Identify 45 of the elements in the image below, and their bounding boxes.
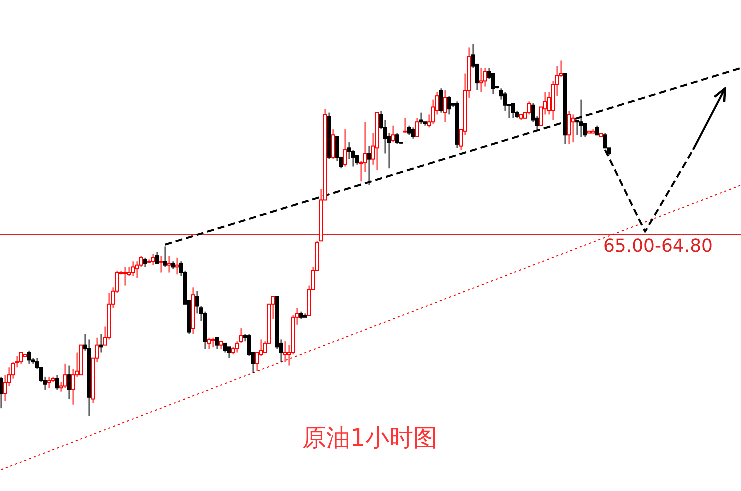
candlestick	[283, 341, 288, 363]
candlestick	[227, 346, 232, 359]
candlestick	[331, 129, 336, 160]
candlestick	[99, 334, 104, 354]
candlestick	[0, 376, 4, 410]
candlestick	[175, 257, 180, 276]
candlestick	[391, 125, 396, 144]
candlestick	[367, 146, 372, 186]
candlestick	[411, 127, 416, 140]
candlestick	[131, 261, 136, 277]
candlestick	[19, 352, 24, 364]
candlestick	[503, 92, 508, 112]
candlestick	[215, 337, 220, 350]
candlestick	[415, 118, 420, 138]
candlestick	[55, 374, 60, 390]
candlestick	[571, 114, 576, 144]
candlestick	[407, 125, 412, 136]
candlestick	[395, 132, 400, 145]
candlestick	[439, 88, 444, 114]
candlestick	[27, 350, 32, 364]
candlestick	[211, 337, 216, 348]
candlestick	[223, 342, 228, 354]
candlestick	[403, 118, 408, 134]
candlestick	[159, 256, 164, 274]
candlestick	[343, 129, 348, 168]
candlestick	[67, 365, 72, 400]
candlestick	[419, 112, 424, 124]
candlestick	[123, 266, 128, 286]
candlestick	[579, 99, 584, 138]
candlestick	[63, 363, 68, 389]
text: 原油1小时图	[302, 424, 438, 452]
candlestick	[595, 125, 600, 136]
candlestick	[527, 101, 532, 116]
candlestick	[151, 254, 156, 266]
candlestick	[511, 103, 516, 119]
candlestick	[143, 257, 148, 268]
candlestick	[47, 376, 52, 389]
candlestick	[447, 96, 452, 116]
candlestick	[155, 252, 160, 264]
candlestick	[207, 337, 212, 350]
candlestick	[479, 68, 484, 93]
annotation: 65.00-64.80	[603, 236, 713, 257]
candlestick	[167, 256, 172, 274]
candlestick	[567, 110, 572, 145]
candlestick	[443, 90, 448, 123]
